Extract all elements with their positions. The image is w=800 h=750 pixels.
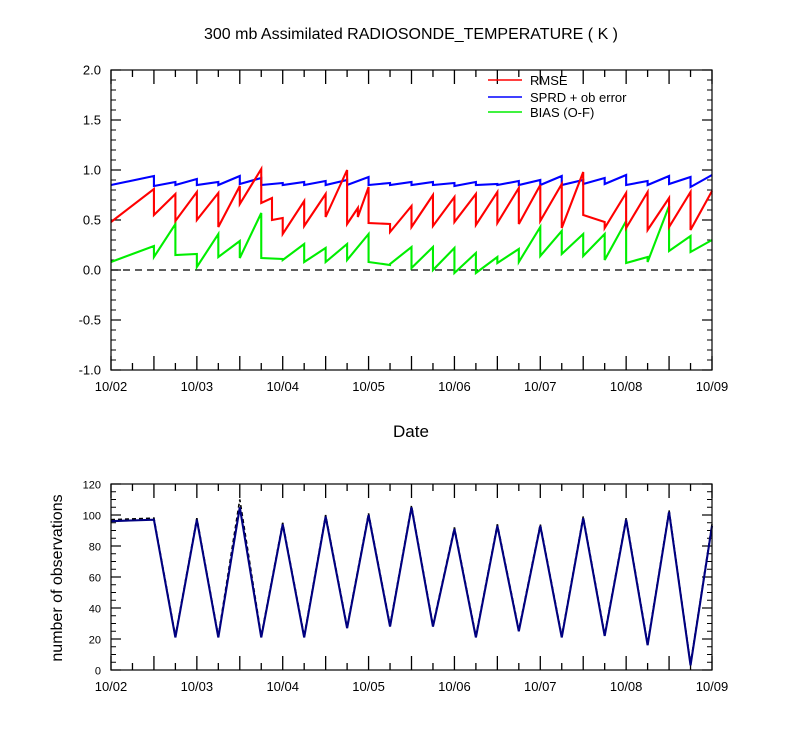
- x-tick-label: 10/06: [438, 379, 471, 394]
- y-tick-label: 0: [95, 666, 101, 678]
- y-tick-label: 40: [89, 604, 101, 616]
- series-line-sprd-ob-error: [110, 173, 713, 189]
- y-tick-label: 80: [89, 542, 101, 554]
- x-tick-label: 10/06: [438, 679, 471, 694]
- bottom-plot-frame: [110, 483, 713, 671]
- x-tick-label: 10/09: [696, 379, 729, 394]
- x-tick-label: 10/02: [95, 679, 128, 694]
- x-tick-label: 10/03: [181, 679, 214, 694]
- y-tick-label: 2.0: [83, 63, 101, 78]
- x-tick-label: 10/04: [266, 679, 299, 694]
- x-tick-label: 10/02: [95, 379, 128, 394]
- y-axis-label-observations: number of observations: [49, 494, 66, 661]
- series-line-observations-dashed: [110, 499, 713, 664]
- y-tick-label: 1.5: [83, 113, 101, 128]
- x-axis-label: Date: [393, 422, 429, 441]
- x-tick-label: 10/09: [696, 679, 729, 694]
- series-line-bias-o-f: [110, 205, 713, 276]
- top-plot-frame: [110, 69, 713, 371]
- x-tick-label: 10/08: [610, 679, 643, 694]
- y-tick-label: 0.0: [83, 263, 101, 278]
- y-tick-label: 20: [89, 635, 101, 647]
- legend-label-rmse: RMSE: [530, 73, 568, 88]
- x-tick-label: 10/04: [266, 379, 299, 394]
- x-tick-label: 10/07: [524, 679, 557, 694]
- chart-title: 300 mb Assimilated RADIOSONDE_TEMPERATUR…: [204, 26, 618, 43]
- legend: RMSE SPRD + ob error BIAS (O-F): [488, 73, 627, 120]
- y-tick-label: 120: [83, 480, 101, 492]
- x-tick-label: 10/05: [352, 679, 385, 694]
- series-line-rmse: [110, 165, 713, 238]
- y-tick-label: 1.0: [83, 163, 101, 178]
- y-tick-label: 100: [83, 511, 101, 523]
- series-line-observations: [110, 507, 714, 666]
- x-tick-label: 10/08: [610, 379, 643, 394]
- x-tick-label: 10/05: [352, 379, 385, 394]
- x-tick-label: 10/03: [181, 379, 214, 394]
- legend-label-sprd: SPRD + ob error: [530, 90, 627, 105]
- x-tick-label: 10/07: [524, 379, 557, 394]
- y-tick-label: 60: [89, 573, 101, 585]
- legend-label-bias: BIAS (O-F): [530, 105, 594, 120]
- y-tick-label: 0.5: [83, 213, 101, 228]
- y-tick-label: -0.5: [79, 313, 101, 328]
- y-tick-label: -1.0: [79, 363, 101, 378]
